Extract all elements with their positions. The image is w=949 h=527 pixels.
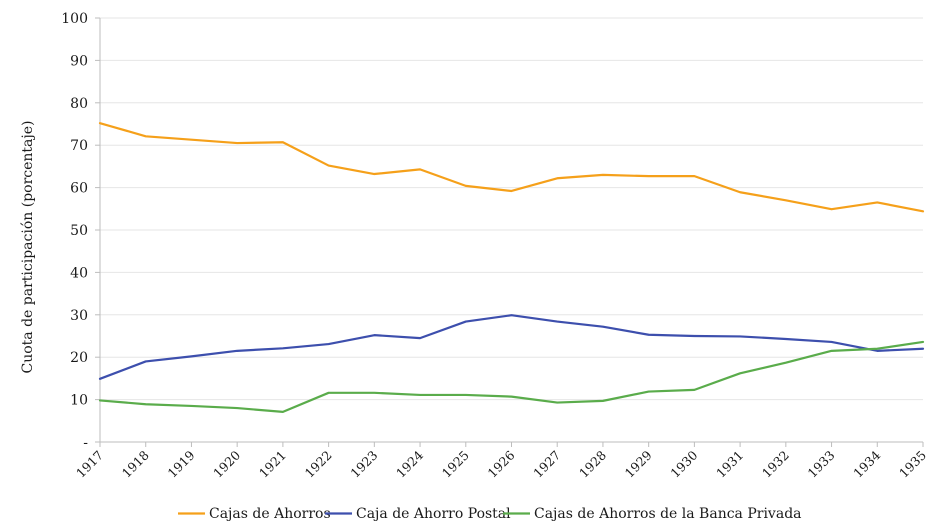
x-tick-label: 1921	[256, 448, 289, 481]
x-tick-label: 1927	[530, 447, 563, 480]
series-line-1	[98, 122, 925, 213]
x-tick-label: 1924	[393, 447, 426, 480]
legend-label-2: Caja de Ahorro Postal	[356, 506, 511, 522]
x-tick-label: 1935	[896, 448, 929, 481]
x-axis-ticks: 1917 1918 1919 1920 1921 1922 1923 1924 1925 1926…	[73, 442, 929, 481]
y-tick-label: 10	[70, 393, 88, 409]
x-tick-label: 1930	[667, 447, 700, 480]
y-tick-label: 80	[70, 96, 88, 112]
x-tick-label: 1920	[210, 447, 243, 480]
x-tick-label: 1932	[759, 448, 792, 481]
y-tick-label: 20	[70, 350, 88, 366]
legend-label-3: Cajas de Ahorros de la Banca Privada	[534, 506, 802, 522]
x-tick-label: 1931	[713, 448, 746, 481]
y-tick-label: 100	[61, 11, 88, 27]
x-tick-label: 1922	[302, 448, 335, 481]
y-tick-label: 90	[70, 53, 88, 69]
legend: Cajas de Ahorros Caja de Ahorro Postal Caj…	[178, 506, 802, 522]
y-tick-label: 40	[70, 265, 88, 281]
legend-label-1: Cajas de Ahorros	[209, 506, 331, 522]
y-tick-label: 30	[70, 308, 88, 324]
y-tick-label: 50	[70, 223, 88, 239]
series-line-3	[98, 340, 925, 413]
gridlines	[100, 17, 923, 401]
y-axis-ticks: - 10 20 30 40 50 60 70 80 90 100	[61, 11, 100, 451]
x-tick-label: 1918	[119, 447, 152, 480]
x-tick-label: 1933	[805, 447, 838, 480]
series-line-2	[98, 314, 925, 380]
series-lines	[98, 122, 925, 413]
y-tick-label: -	[83, 435, 88, 451]
x-tick-label: 1926	[485, 447, 518, 480]
y-tick-label: 70	[70, 138, 88, 154]
x-tick-label: 1925	[439, 448, 472, 481]
x-tick-label: 1923	[347, 447, 380, 480]
y-tick-label: 60	[70, 181, 88, 197]
x-tick-label: 1917	[73, 447, 106, 480]
x-tick-label: 1928	[576, 447, 609, 480]
x-tick-label: 1934	[850, 447, 883, 480]
x-tick-label: 1929	[622, 447, 655, 480]
y-axis-title: Cuota de participación (porcentaje)	[20, 121, 36, 374]
x-tick-label: 1919	[164, 447, 197, 480]
